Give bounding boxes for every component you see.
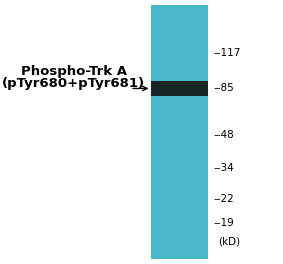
Text: --85: --85 <box>214 83 234 93</box>
Text: --19: --19 <box>214 218 234 228</box>
Text: Phospho-Trk A: Phospho-Trk A <box>21 65 127 78</box>
Text: (pTyr680+pTyr681): (pTyr680+pTyr681) <box>2 77 145 90</box>
Text: (kD): (kD) <box>218 237 240 247</box>
Bar <box>151 5 208 259</box>
Text: --34: --34 <box>214 163 234 173</box>
Bar <box>151 81 208 96</box>
Text: --117: --117 <box>214 48 241 58</box>
Text: --48: --48 <box>214 130 234 140</box>
Text: --22: --22 <box>214 194 234 204</box>
